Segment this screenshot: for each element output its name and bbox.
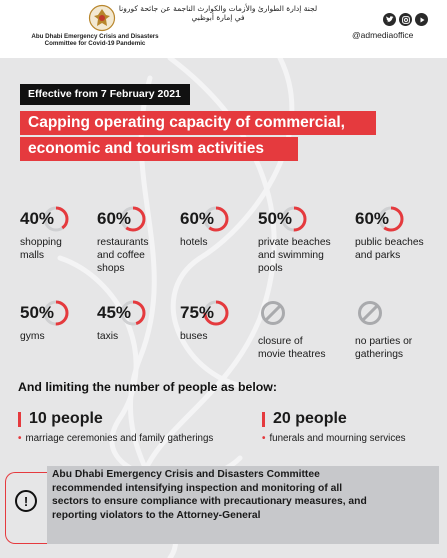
percent-indicator: 75% xyxy=(180,300,270,330)
capacity-item-label: public beaches and parks xyxy=(355,236,445,262)
main-panel: Effective from 7 February 2021 Capping o… xyxy=(0,58,447,558)
progress-ring xyxy=(120,300,146,326)
progress-ring xyxy=(43,300,69,326)
progress-ring xyxy=(281,206,307,232)
progress-ring xyxy=(120,206,146,232)
label-line: gyms xyxy=(20,331,45,342)
progress-ring xyxy=(203,206,229,232)
percent-indicator: 60% xyxy=(355,206,445,236)
instagram-icon[interactable] xyxy=(399,13,412,26)
progress-ring xyxy=(378,206,404,232)
exclamation-icon: ! xyxy=(15,490,37,512)
header-bar: لجنة إدارة الطوارئ والأزمات والكوارث الن… xyxy=(0,0,447,58)
capacity-item: no parties or gatherings xyxy=(355,300,445,361)
progress-ring xyxy=(203,300,229,326)
people-description: • marriage ceremonies and family gatherin… xyxy=(18,433,214,444)
people-count: 20 people xyxy=(273,410,347,427)
capacity-item: 60% restaurants and coffee shops xyxy=(97,206,187,275)
headline-line-1: Capping operating capacity of commercial… xyxy=(20,111,376,135)
label-line: shopping xyxy=(20,237,62,248)
twitter-icon[interactable] xyxy=(383,13,396,26)
warning-text-background xyxy=(47,466,439,544)
people-description: • funerals and mourning services xyxy=(262,433,406,444)
limit-heading: And limiting the number of people as bel… xyxy=(18,380,277,394)
percent-value: 75% xyxy=(180,303,215,322)
capacity-item-label: gyms xyxy=(20,330,110,343)
uae-emblem-icon xyxy=(88,4,116,32)
label-line: public beaches xyxy=(355,237,424,248)
label-line: buses xyxy=(180,331,208,342)
percent-indicator: 40% xyxy=(20,206,110,236)
capacity-item: 50% private beaches and swimming pools xyxy=(258,206,348,275)
capacity-item-label: closure of movie theatres xyxy=(258,335,348,361)
capacity-item-label: no parties or gatherings xyxy=(355,335,445,361)
people-limit-20: 20 people • funerals and mourning service… xyxy=(262,410,442,450)
label-line: and parks xyxy=(355,250,401,261)
label-line: movie theatres xyxy=(258,349,326,360)
bullet-icon: • xyxy=(18,433,22,444)
percent-value: 40% xyxy=(20,209,55,228)
percent-indicator: 50% xyxy=(20,300,110,330)
label-line: private beaches xyxy=(258,237,331,248)
label-line: hotels xyxy=(180,237,208,248)
committee-name-arabic: لجنة إدارة الطوارئ والأزمات والكوارث الن… xyxy=(118,4,318,22)
label-line: shops xyxy=(97,263,125,274)
prohibited-icon xyxy=(261,301,285,325)
label-line: no parties or xyxy=(355,336,413,347)
capacity-item-label: taxis xyxy=(97,330,187,343)
percent-value: 50% xyxy=(258,209,293,228)
capacity-item: closure of movie theatres xyxy=(258,300,348,361)
capacity-item: 60% hotels xyxy=(180,206,270,249)
effective-date-label: Effective from 7 February 2021 xyxy=(20,84,190,105)
capacity-item-label: hotels xyxy=(180,236,270,249)
people-count: 10 people xyxy=(29,410,103,427)
percent-indicator: 50% xyxy=(258,206,348,236)
capacity-item: 75% buses xyxy=(180,300,270,343)
warning-notice: ! Abu Dhabi Emergency Crisis and Disaste… xyxy=(5,466,442,544)
capacity-item: 40% shopping malls xyxy=(20,206,110,262)
label-line: gatherings xyxy=(355,349,404,360)
percent-indicator: 45% xyxy=(97,300,187,330)
capacity-item-label: restaurants and coffee shops xyxy=(97,236,187,275)
capacity-item: 50% gyms xyxy=(20,300,110,343)
committee-name-english: Abu Dhabi Emergency Crisis and Disasters… xyxy=(31,33,159,48)
warning-outline xyxy=(5,472,57,544)
label-line: taxis xyxy=(97,331,119,342)
red-accent-bar xyxy=(18,412,21,427)
bullet-icon: • xyxy=(262,433,266,444)
percent-value: 45% xyxy=(97,303,132,322)
people-limit-10: 10 people • marriage ceremonies and famil… xyxy=(18,410,248,450)
percent-value: 60% xyxy=(355,209,390,228)
social-icons xyxy=(383,13,428,26)
capacity-item: 60% public beaches and parks xyxy=(355,206,445,262)
capacity-item-label: buses xyxy=(180,330,270,343)
capacity-item-label: shopping malls xyxy=(20,236,110,262)
label-line: pools xyxy=(258,263,283,274)
percent-indicator: 60% xyxy=(97,206,187,236)
label-line: and coffee xyxy=(97,250,145,261)
headline-line-2: economic and tourism activities xyxy=(20,137,298,161)
warning-text: Abu Dhabi Emergency Crisis and Disasters… xyxy=(52,469,367,521)
percent-value: 60% xyxy=(180,209,215,228)
youtube-icon[interactable] xyxy=(415,13,428,26)
label-line: closure of xyxy=(258,336,303,347)
capacity-item: 45% taxis xyxy=(97,300,187,343)
prohibited-icon xyxy=(358,301,382,325)
capacity-item-label: private beaches and swimming pools xyxy=(258,236,348,275)
social-handle[interactable]: @admediaoffice xyxy=(352,30,414,40)
progress-ring xyxy=(43,206,69,232)
percent-value: 50% xyxy=(20,303,55,322)
percent-indicator: 60% xyxy=(180,206,270,236)
label-line: malls xyxy=(20,250,45,261)
label-line: restaurants xyxy=(97,237,149,248)
red-accent-bar xyxy=(262,412,265,427)
label-line: and swimming xyxy=(258,250,324,261)
percent-value: 60% xyxy=(97,209,132,228)
